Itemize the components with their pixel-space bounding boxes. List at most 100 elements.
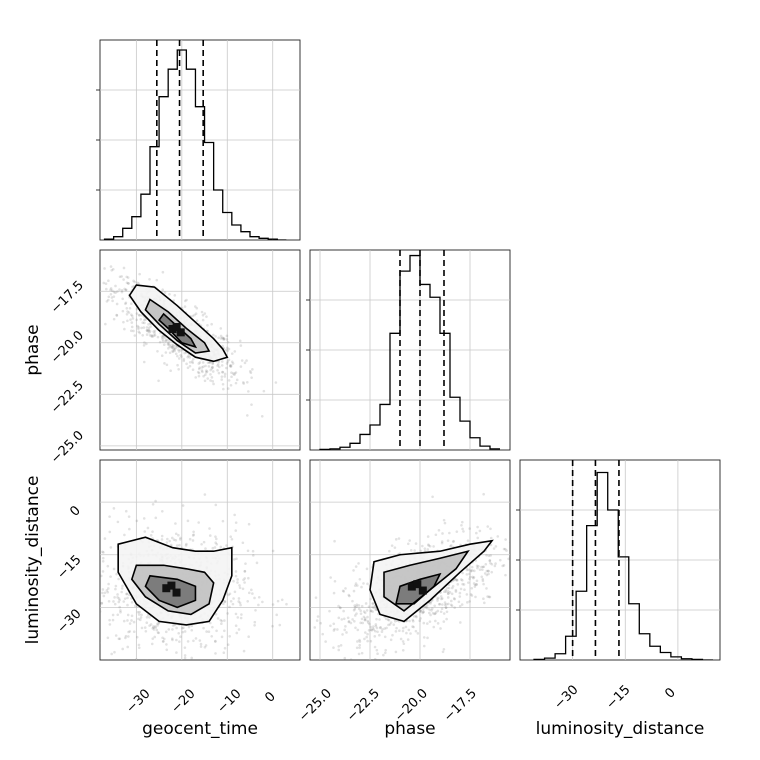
scatter-point xyxy=(141,321,145,325)
scatter-point xyxy=(155,278,159,282)
scatter-point xyxy=(100,642,101,645)
scatter-point xyxy=(221,344,224,348)
scatter-point xyxy=(247,635,250,639)
scatter-point xyxy=(460,603,464,606)
scatter-point xyxy=(316,615,320,618)
scatter-point xyxy=(206,324,209,327)
scatter-point xyxy=(211,362,214,366)
scatter-point xyxy=(185,671,188,674)
scatter-point xyxy=(124,634,128,638)
scatter-point xyxy=(451,540,455,543)
scatter-point xyxy=(386,618,390,621)
scatter-point xyxy=(459,587,463,591)
scatter-point xyxy=(486,595,489,598)
scatter-point xyxy=(150,334,153,338)
scatter-point xyxy=(152,693,155,696)
scatter-point xyxy=(108,530,112,534)
scatter-point xyxy=(212,333,215,337)
scatter-point xyxy=(443,603,447,607)
scatter-point xyxy=(122,320,125,324)
scatter-point xyxy=(162,640,165,643)
scatter-point xyxy=(79,590,82,593)
scatter-point xyxy=(409,632,412,635)
scatter-point xyxy=(487,554,491,558)
scatter-point xyxy=(450,604,454,608)
scatter-point xyxy=(461,579,464,582)
density-cell xyxy=(172,588,181,597)
scatter-point xyxy=(455,578,458,582)
scatter-point xyxy=(366,582,369,586)
histogram-step xyxy=(103,49,287,240)
scatter-point xyxy=(324,640,327,643)
scatter-point xyxy=(507,557,510,561)
scatter-point xyxy=(196,370,200,374)
scatter-point xyxy=(332,622,336,626)
scatter-point xyxy=(137,646,141,650)
scatter-point xyxy=(145,329,149,332)
scatter-point xyxy=(385,626,388,630)
scatter-point xyxy=(162,637,166,641)
scatter-point xyxy=(108,618,111,622)
scatter-point xyxy=(225,544,228,547)
scatter-point xyxy=(475,564,479,568)
scatter-point xyxy=(138,314,141,317)
scatter-point xyxy=(122,266,126,270)
scatter-point xyxy=(106,587,110,590)
scatter-point xyxy=(234,381,238,385)
scatter-point xyxy=(492,547,496,550)
scatter-point xyxy=(419,609,423,613)
panel-geocent-phase xyxy=(99,249,301,451)
scatter-point xyxy=(131,285,134,289)
scatter-point xyxy=(177,631,181,635)
scatter-point xyxy=(245,359,248,362)
scatter-point xyxy=(419,609,423,613)
scatter-point xyxy=(440,541,444,545)
scatter-point xyxy=(120,587,124,590)
scatter-point xyxy=(232,579,235,583)
scatter-point xyxy=(404,625,408,629)
scatter-point xyxy=(422,644,426,648)
scatter-point xyxy=(111,613,115,617)
scatter-point xyxy=(449,544,452,548)
scatter-point xyxy=(494,562,497,565)
scatter-point xyxy=(418,619,422,622)
scatter-point xyxy=(171,628,174,631)
scatter-point xyxy=(243,361,247,365)
scatter-point xyxy=(448,591,452,594)
scatter-point xyxy=(244,562,247,565)
scatter-point xyxy=(100,610,102,613)
frame-phase-lumdist xyxy=(309,459,511,661)
scatter-point xyxy=(132,620,136,624)
scatter-point xyxy=(436,609,440,613)
scatter-point xyxy=(372,628,376,631)
scatter-point xyxy=(471,569,474,572)
scatter-point xyxy=(137,613,141,616)
scatter-point xyxy=(183,351,186,355)
scatter-point xyxy=(340,618,344,621)
scatter-point xyxy=(374,623,378,626)
scatter-point xyxy=(215,537,218,541)
scatter-point xyxy=(92,633,95,636)
scatter-point xyxy=(167,341,170,344)
scatter-point xyxy=(170,668,173,671)
scatter-point xyxy=(191,539,195,542)
scatter-point xyxy=(233,558,236,561)
scatter-point xyxy=(190,656,194,660)
scatter-point xyxy=(446,596,450,599)
contour-line xyxy=(144,298,211,354)
scatter-point xyxy=(425,606,429,610)
scatter-point xyxy=(136,610,140,614)
scatter-point xyxy=(154,625,157,628)
scatter-point xyxy=(152,628,156,631)
scatter-point xyxy=(84,606,87,609)
scatter-point xyxy=(233,350,237,353)
scatter-point xyxy=(229,599,233,603)
scatter-point xyxy=(226,349,229,352)
scatter-point xyxy=(375,617,378,621)
scatter-point xyxy=(418,610,422,613)
contour-line xyxy=(394,572,442,605)
scatter-point xyxy=(221,336,225,340)
scatter-point xyxy=(371,627,375,630)
scatter-point xyxy=(387,623,390,627)
scatter-point xyxy=(151,502,155,506)
